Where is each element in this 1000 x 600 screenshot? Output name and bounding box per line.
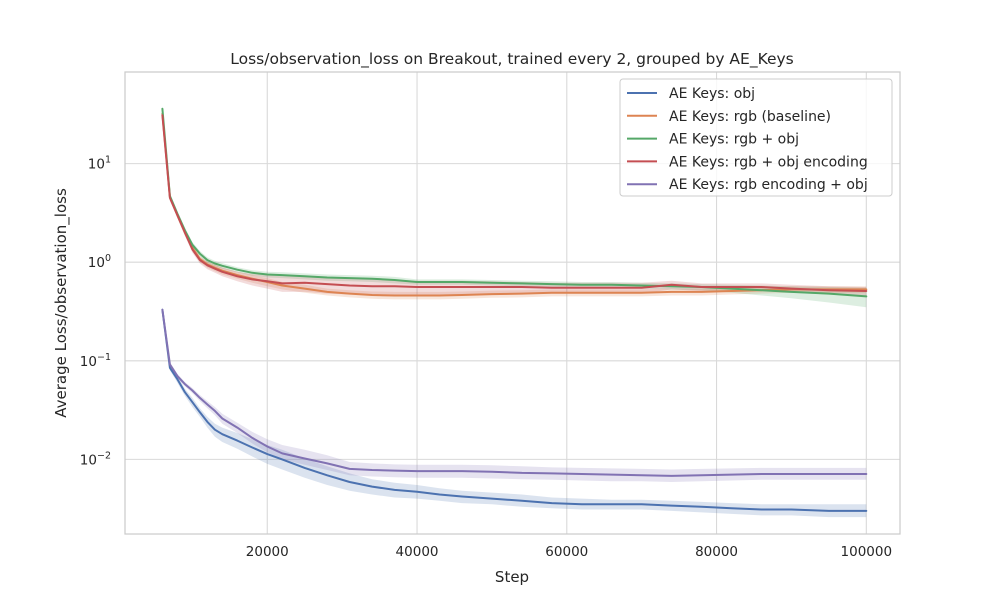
confidence-bands — [162, 106, 867, 518]
chart-title: Loss/observation_loss on Breakout, train… — [230, 50, 794, 69]
series-line-0 — [161, 308, 868, 512]
y-tick-label: 10−2 — [80, 450, 111, 468]
series-line-3 — [161, 114, 868, 292]
y-axis-label: Average Loss/observation_loss — [52, 188, 71, 418]
x-tick-label: 60000 — [545, 544, 588, 560]
legend: AE Keys: obj AE Keys: rgb (baseline) AE Ke… — [619, 78, 893, 197]
series-line-4 — [161, 308, 868, 477]
x-tick-label: 20000 — [246, 544, 289, 560]
y-tick-label: 10−1 — [80, 352, 111, 370]
y-tick-label: 101 — [88, 155, 111, 173]
confidence-band-3 — [162, 112, 867, 296]
legend-label-4: AE Keys: rgb encoding + obj — [669, 177, 868, 193]
legend-box — [619, 78, 893, 197]
x-tick-label: 40000 — [396, 544, 439, 560]
confidence-band-2 — [162, 106, 867, 308]
x-tick-label: 100000 — [841, 544, 893, 560]
y-tick-labels: 101 100 10−1 10−2 — [80, 155, 111, 469]
legend-label-2: AE Keys: rgb + obj — [669, 132, 799, 148]
plot-frame — [124, 71, 901, 535]
legend-label-3: AE Keys: rgb + obj encoding — [669, 154, 868, 170]
x-axis-label: Step — [495, 568, 529, 586]
series-lines — [161, 107, 868, 512]
x-tick-label: 80000 — [695, 544, 738, 560]
y-tick-label: 100 — [88, 253, 111, 271]
legend-label-0: AE Keys: obj — [669, 86, 755, 102]
x-tick-labels: 20000 40000 60000 80000 100000 — [246, 544, 892, 560]
legend-label-1: AE Keys: rgb (baseline) — [669, 109, 831, 125]
